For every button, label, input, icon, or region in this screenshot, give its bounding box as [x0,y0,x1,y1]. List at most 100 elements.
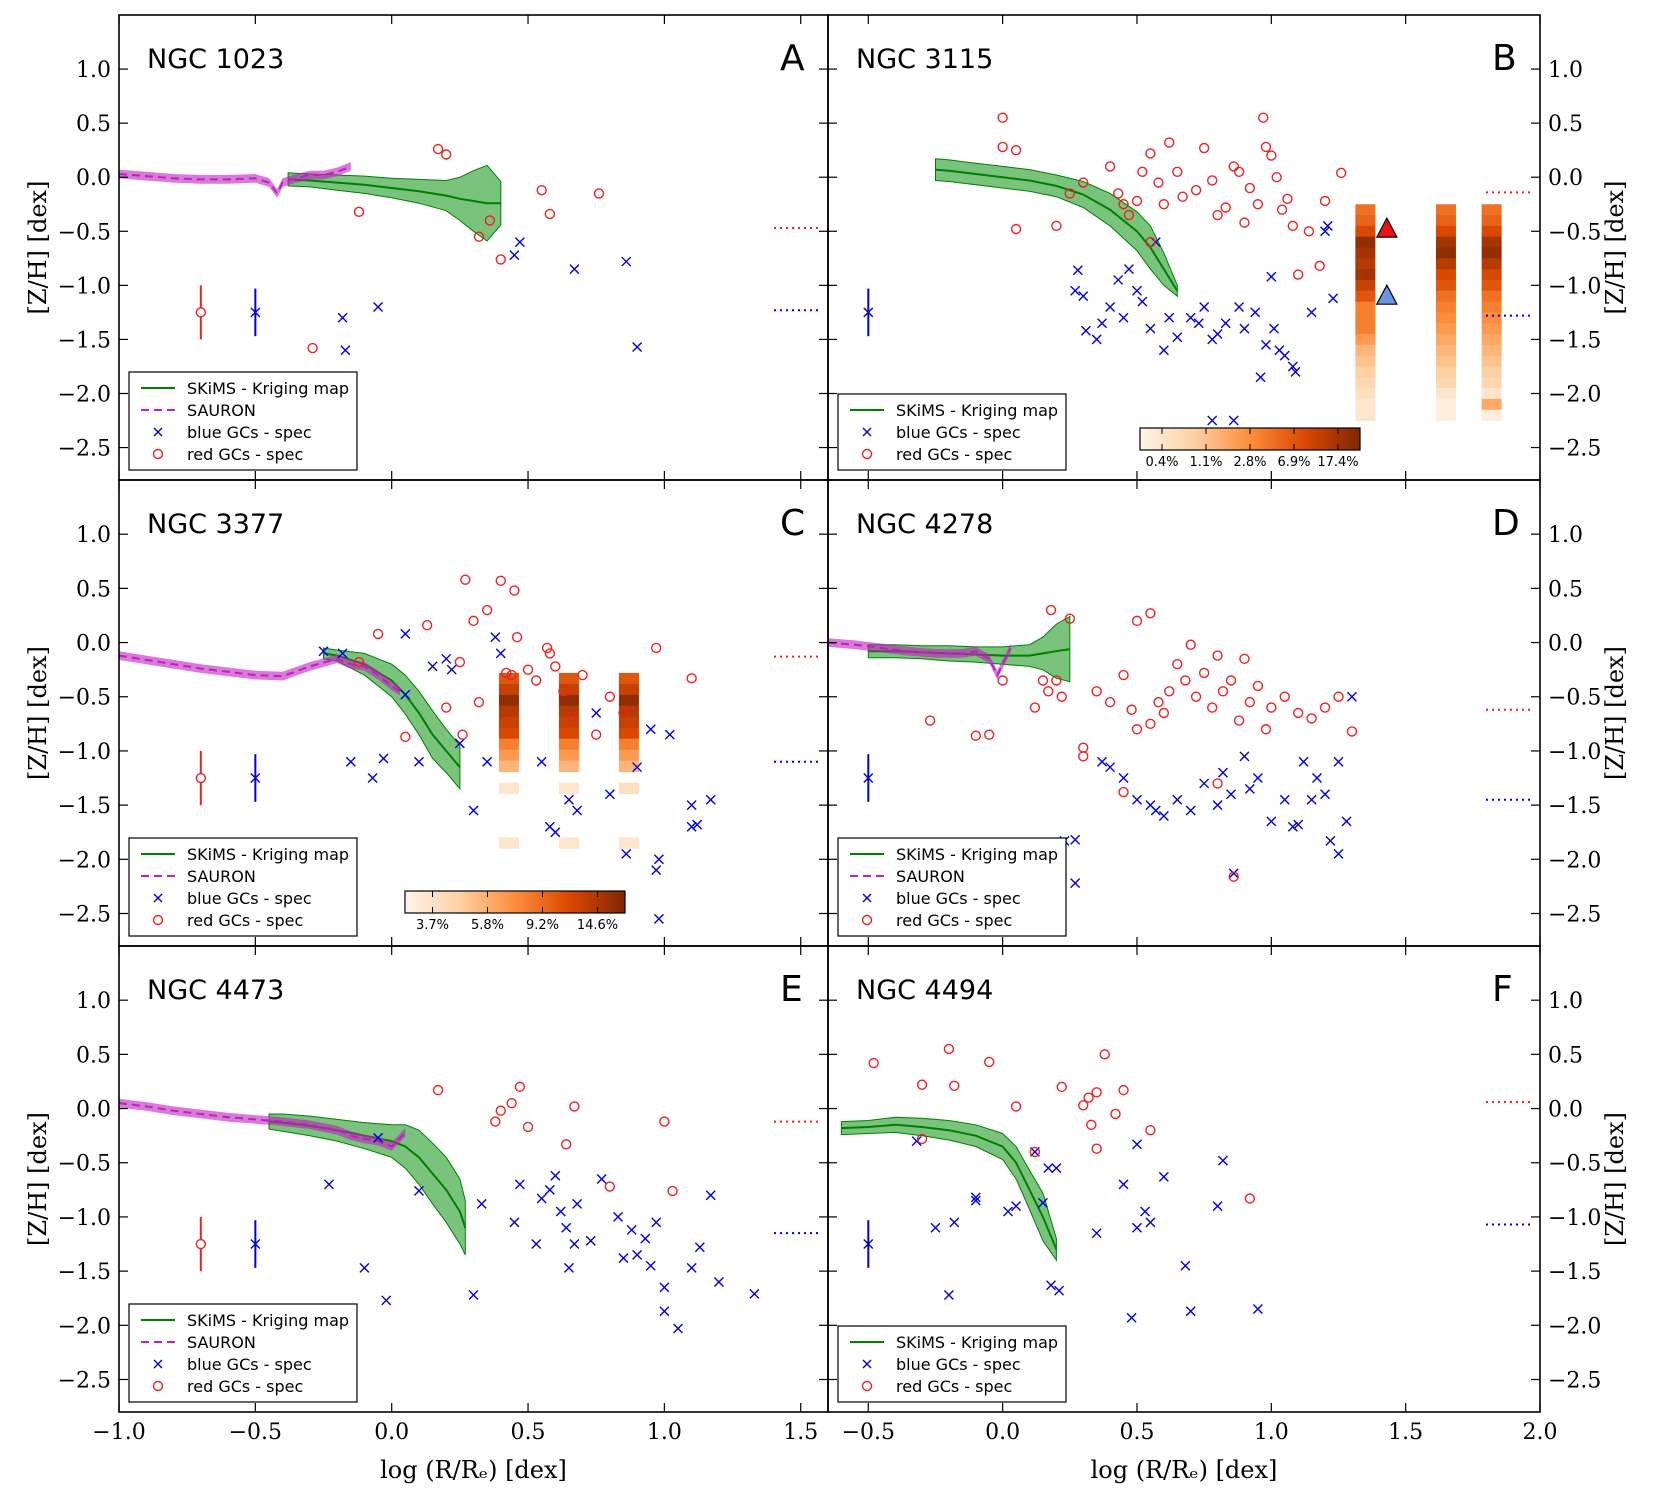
y-tick-label: −0.5 [1548,220,1601,245]
galaxy-name: NGC 3377 [147,509,284,540]
legend-label-skims: SKiMS - Kriging map [896,845,1058,864]
y-tick-label: −1.0 [58,1206,111,1231]
x-axis-label-right: log (R/Rₑ) [dex] [1091,1456,1278,1484]
blue-gc-point [1251,308,1260,317]
red-gc-point [1227,676,1236,685]
probability-strip-cell [619,837,639,848]
blue-gc-point [1194,319,1203,328]
red-gc-point [524,1122,533,1131]
galaxy-name: NGC 4494 [856,975,993,1006]
red-gc-point [308,344,317,353]
blue-gc-point [1270,324,1279,333]
probability-strip-cell [1355,280,1375,291]
y-tick-label: −0.5 [1548,1152,1601,1177]
red-gc-point [668,1186,677,1195]
red-gc-point [1057,1082,1066,1091]
panel-f: 1.0 0.5 0.0 −0.5 −1.0 −1.5 −2.0 −2.5 −0.5 0.0 0.5 1… [810,946,1629,1445]
probability-strip-cell [1482,410,1502,421]
blue-gc-point [1138,297,1147,306]
probability-strip-cell [1355,356,1375,367]
probability-strip-cell [1355,334,1375,345]
probability-strip-cell [619,717,639,728]
probability-strip-cell [499,695,519,706]
blue-gc-point [469,1290,478,1299]
probability-strip-cell [1482,312,1502,323]
probability-strip-cell [1436,258,1456,269]
y-tick-label: 0.0 [1548,166,1583,191]
blue-gc-point [428,662,437,671]
blue-gc-point [1253,774,1262,783]
probability-strip-cell [1436,280,1456,291]
blue-gc-point [491,633,500,642]
probability-strip-cell [619,739,639,750]
blue-gc-point [1132,1140,1141,1149]
blue-gc-point [1052,1164,1061,1173]
marker-triangle [1377,218,1397,237]
probability-strip-cell [1355,237,1375,248]
x-tick-label: 1.5 [783,1420,818,1445]
red-gc-point [496,255,505,264]
probability-strip-cell [1436,248,1456,259]
legend: SKiMS - Kriging map SAURON blue GCs - spec… [129,838,357,936]
y-axis-label-right: [Z/H] [dex] [1601,181,1629,315]
blue-gc-point [360,1263,369,1272]
y-tick-label: −1.5 [58,794,111,819]
red-error-bar-marker [196,308,205,317]
red-gc-point [551,662,560,671]
red-gc-point [532,676,541,685]
blue-gc-point [633,1250,642,1259]
red-gc-point [1154,178,1163,187]
y-tick-label: 0.0 [1548,1098,1583,1123]
probability-strip-cell [1436,312,1456,323]
y-tick-label: −2.0 [58,1314,111,1339]
blue-gc-point [1114,275,1123,284]
red-gc-point [578,671,587,680]
galaxy-name: NGC 4278 [856,509,993,540]
panel-b: 1.0 0.5 0.0 −0.5 −1.0 −1.5 −2.0 −2.5 NGC 3115 B [Z… [810,15,1629,480]
probability-strip-cell [1436,215,1456,226]
y-tick-label: 0.0 [76,166,111,191]
probability-strip-cell [619,750,639,761]
red-gc-point [515,1082,524,1091]
legend: SKiMS - Kriging mapblue GCs - specred GC… [838,1326,1066,1402]
x-tick-label: 0.5 [511,1420,546,1445]
probability-strip-cell [1436,302,1456,313]
probability-strip-cell [499,717,519,728]
red-gc-point [1283,194,1292,203]
probability-strip-cell [559,750,579,761]
red-gc-point [543,643,552,652]
red-gc-point [687,674,696,683]
red-gc-point [605,692,614,701]
x-tick-label: −0.5 [842,1420,895,1445]
y-tick-label: −2.5 [58,1368,111,1393]
blue-gc-point [442,654,451,663]
blue-gc-point [1307,308,1316,317]
blue-gc-point [447,665,456,674]
legend: SKiMS - Kriging map SAURON blue GCs - spec… [129,1304,357,1402]
blue-gc-point [1240,752,1249,761]
red-error-bar-marker [810,774,819,783]
red-gc-point [374,629,383,638]
legend-label-blue: blue GCs - spec [187,423,312,442]
red-gc-point [1012,146,1021,155]
panel-letter: D [1492,503,1520,544]
blue-gc-point [687,1263,696,1272]
probability-strip-cell [499,761,519,772]
probability-strip-cell [1436,323,1456,334]
red-gc-point [1106,698,1115,707]
y-tick-label: −1.0 [58,740,111,765]
red-gc-point [401,732,410,741]
y-tick-label: 0.5 [1548,577,1583,602]
red-gc-point [1294,709,1303,718]
red-gc-point [1245,1194,1254,1203]
y-axis-label: [Z/H] [dex] [24,1112,52,1246]
y-tick-label: 1.0 [76,989,111,1014]
legend-label-red: red GCs - spec [187,911,303,930]
blue-gc-point [573,806,582,815]
legend-label-skims: SKiMS - Kriging map [896,401,1058,420]
panel-letter: C [780,503,805,544]
y-tick-label: −1.0 [1548,1206,1601,1231]
red-gc-point [1106,162,1115,171]
blue-gc-point [1347,692,1356,701]
panel-a: 1.00.50.0−0.5−1.0−1.5−2.0−2.5NGC 1023 A[Z… [24,15,828,480]
